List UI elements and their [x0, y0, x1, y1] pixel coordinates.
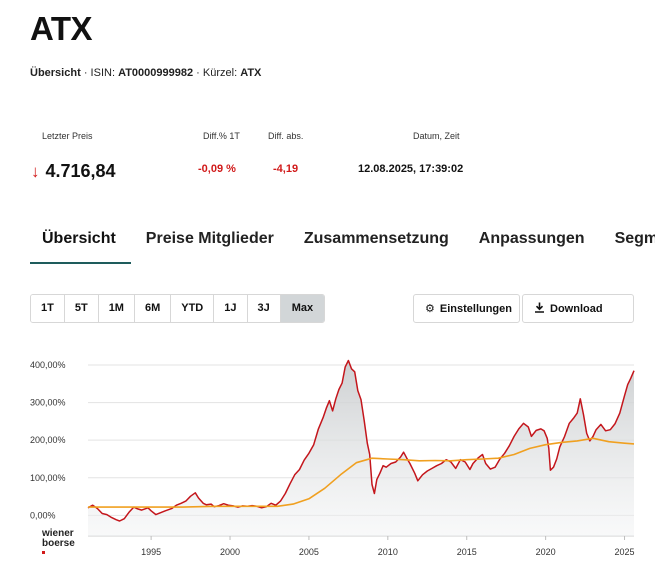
x-tick-label: 2005 — [299, 547, 319, 557]
price-chart: 400,00% 300,00% 200,00% 100,00% 0,00% 1995 20… — [30, 359, 635, 557]
x-tick-label: 2000 — [220, 547, 240, 557]
tab-adjustments[interactable]: Anpassungen — [478, 230, 585, 247]
download-icon — [534, 302, 545, 316]
moving-average-line — [88, 437, 635, 508]
tab-composition[interactable]: Zusammensetzung — [303, 230, 449, 247]
quote-datetime: 12.08.2025, 17:39:02 — [358, 163, 464, 175]
range-button-5t[interactable]: 5T — [64, 295, 99, 322]
price-area-fill — [88, 360, 634, 536]
x-tick-label: 2025 — [615, 547, 635, 557]
diff-pct-value: -0,09 % — [198, 163, 236, 175]
range-button-1m[interactable]: 1M — [98, 295, 135, 322]
x-tick-label: 2015 — [457, 547, 477, 557]
datetime-header: Datum, Zeit — [413, 131, 460, 141]
x-tick-label: 2020 — [536, 547, 556, 557]
tab-member-prices[interactable]: Preise Mitglieder — [145, 230, 274, 247]
download-button[interactable]: Download — [522, 294, 634, 323]
tab-overview[interactable]: Übersicht — [30, 222, 131, 264]
tab-segment[interactable]: Segment — [614, 230, 655, 247]
wiener-boerse-logo: wiener boerse — [42, 529, 75, 554]
y-tick-label: 0,00% — [30, 510, 56, 520]
gear-icon: ⚙ — [425, 303, 435, 315]
overview-label: Übersicht — [30, 67, 81, 79]
range-button-3j[interactable]: 3J — [247, 295, 281, 322]
arrow-down-icon: ↓ — [31, 161, 40, 181]
page-title: ATX — [30, 10, 93, 47]
symbol-label: Kürzel: — [202, 67, 238, 79]
price-line — [87, 359, 635, 522]
y-tick-label: 200,00% — [30, 435, 66, 445]
range-button-1j[interactable]: 1J — [214, 295, 248, 322]
last-price: ↓ 4.716,84 — [31, 161, 116, 182]
diff-abs-header: Diff. abs. — [268, 131, 304, 141]
range-button-ytd[interactable]: YTD — [171, 295, 215, 322]
diff-pct-header: Diff.% 1T — [203, 131, 240, 141]
settings-label: Einstellungen — [439, 302, 512, 315]
y-tick-label: 400,00% — [30, 360, 66, 370]
range-button-6m[interactable]: 6M — [134, 295, 172, 322]
instrument-meta: Übersicht · ISIN: AT0000999982 · Kürzel:… — [30, 67, 262, 79]
last-price-header: Letzter Preis — [42, 131, 93, 141]
settings-button[interactable]: ⚙ Einstellungen — [413, 294, 520, 323]
x-tick-label: 1995 — [141, 547, 161, 557]
range-selector: 1T 5T 1M 6M YTD 1J 3J Max — [30, 294, 326, 323]
download-label: Download — [550, 302, 603, 315]
tab-bar: Übersicht Preise Mitglieder Zusammensetz… — [30, 222, 655, 264]
symbol-value: ATX — [240, 67, 262, 79]
last-price-value: 4.716,84 — [45, 161, 116, 181]
logo-line-2: boerse — [42, 538, 75, 549]
isin-label: ISIN: — [90, 67, 115, 79]
logo-line-1: wiener — [42, 528, 74, 539]
y-tick-label: 300,00% — [30, 398, 66, 408]
range-button-1t[interactable]: 1T — [31, 295, 65, 322]
y-tick-label: 100,00% — [30, 473, 66, 483]
range-button-max[interactable]: Max — [280, 295, 325, 322]
isin-value: AT0000999982 — [118, 67, 194, 79]
x-tick-label: 2010 — [378, 547, 398, 557]
diff-abs-value: -4,19 — [273, 163, 299, 175]
